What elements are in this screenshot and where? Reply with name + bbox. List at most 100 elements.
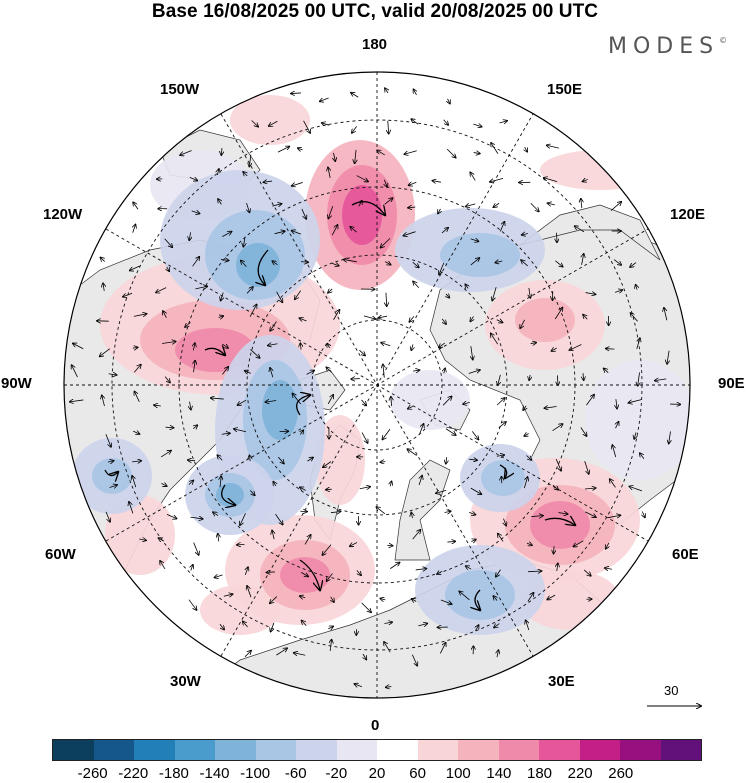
wind-vector	[448, 98, 450, 104]
wind-vector	[583, 569, 591, 576]
wind-vector	[613, 259, 621, 265]
wind-vector	[193, 542, 199, 555]
colorbar-swatch	[296, 740, 337, 760]
wind-vector	[442, 396, 452, 406]
brand-name: MODES	[608, 34, 720, 59]
wind-vector	[218, 199, 221, 205]
lon-label-60w: 60W	[45, 546, 76, 563]
wind-vector	[218, 534, 219, 542]
wind-vector	[522, 233, 528, 234]
wind-vector	[557, 375, 558, 385]
wind-vector	[194, 361, 196, 373]
wind-vector	[190, 517, 202, 519]
wind-vector	[243, 236, 245, 247]
colorbar-tick-label: 180	[526, 765, 553, 782]
wind-vector	[524, 434, 528, 436]
wind-vector	[70, 400, 84, 402]
wind-vector	[298, 148, 303, 150]
wind-vector	[585, 293, 596, 295]
wind-vector	[441, 228, 448, 234]
wind-vector	[134, 365, 141, 373]
wind-vector	[523, 406, 526, 410]
wind-vector	[294, 653, 306, 655]
wind-vector	[614, 290, 622, 292]
wind-vector	[304, 535, 311, 545]
wind-vector	[134, 391, 140, 402]
wind-vector	[270, 321, 277, 331]
colorbar-swatch	[215, 740, 256, 760]
vector-scale-label: 30	[664, 683, 679, 698]
wind-vector	[466, 566, 472, 569]
wind-vector	[302, 621, 307, 627]
colorbar-ticks: -260 -220 -180 -140 -100 -60 -20 20 60 100 140 180 2…	[52, 765, 702, 783]
wind-vector	[412, 261, 419, 267]
wind-vector	[642, 511, 645, 517]
colorbar-tick-label: -60	[284, 765, 307, 782]
wind-vector	[249, 455, 250, 462]
wind-vector	[473, 153, 480, 154]
colorbar-tick-label: -140	[199, 765, 230, 782]
wind-vector	[243, 621, 248, 628]
wind-vector	[180, 150, 192, 156]
wind-vector	[133, 224, 136, 233]
colorbar-tick-label: -20	[325, 765, 348, 782]
wind-vector	[558, 513, 568, 515]
wind-vector	[132, 347, 138, 348]
wind-vector	[356, 570, 361, 575]
wind-vector	[547, 145, 559, 149]
wind-vector	[554, 546, 555, 553]
wind-vector	[107, 461, 114, 462]
wind-vector	[415, 569, 427, 570]
wind-vector	[605, 568, 612, 569]
wind-vector	[438, 208, 441, 214]
wind-vector	[292, 231, 302, 235]
wind-vector	[359, 487, 370, 489]
wind-vector	[529, 287, 530, 298]
wind-vector	[495, 261, 503, 263]
wind-vector	[412, 370, 420, 371]
wind-vector	[237, 544, 245, 545]
colorbar-swatch	[336, 740, 377, 760]
wind-vector	[100, 257, 105, 261]
colorbar-swatch	[255, 740, 296, 760]
wind-vector	[331, 263, 339, 266]
wind-vector	[583, 373, 584, 380]
wind-vector	[610, 479, 616, 488]
lon-label-150w: 150W	[160, 81, 200, 98]
wind-vector	[251, 120, 259, 127]
wind-vector	[384, 642, 391, 653]
colorbar-swatch	[539, 740, 580, 760]
wind-vector	[404, 150, 417, 154]
anomaly-alaska-low-level-2	[236, 243, 280, 287]
wind-vector	[527, 593, 534, 602]
wind-vector	[299, 318, 307, 321]
wind-vector	[575, 226, 585, 233]
wind-vector	[300, 596, 306, 598]
wind-vector	[129, 502, 134, 514]
wind-vector	[581, 199, 582, 209]
colorbar-tick-label: 100	[445, 765, 471, 782]
lon-label-0: 0	[371, 717, 380, 734]
wind-vector	[351, 379, 360, 380]
wind-vector	[439, 342, 445, 347]
wind-vector	[446, 294, 449, 298]
wind-vector	[586, 395, 594, 406]
wind-vector	[463, 402, 470, 404]
wind-vector	[580, 427, 587, 437]
colorbar-swatch	[620, 740, 661, 760]
wind-vector	[520, 319, 525, 328]
wind-vector	[391, 397, 392, 407]
wind-vector	[669, 431, 671, 443]
wind-vector	[322, 544, 332, 556]
wind-vector	[606, 349, 615, 350]
colorbar-swatch	[134, 740, 175, 760]
wind-vector	[270, 622, 275, 632]
wind-vector	[408, 207, 416, 208]
wind-vector	[411, 512, 412, 519]
wind-vector	[523, 477, 527, 489]
wind-vector	[403, 231, 416, 236]
wind-vector	[446, 148, 456, 158]
wind-vector	[333, 310, 339, 320]
wind-vector	[331, 225, 337, 236]
